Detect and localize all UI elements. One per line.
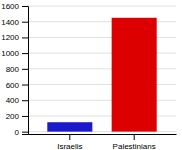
y-tick-mark xyxy=(22,69,28,70)
grid-line xyxy=(28,6,176,7)
bars xyxy=(47,18,156,132)
y-tick: 400 xyxy=(6,96,28,105)
y-tick-mark xyxy=(22,85,28,86)
x-tick-label: Palestinians xyxy=(113,142,156,150)
y-tick: 0 xyxy=(15,128,28,137)
bar xyxy=(47,122,92,131)
y-tick: 800 xyxy=(6,65,28,74)
y-tick: 600 xyxy=(6,81,28,90)
x-axis: Israelis Palestinians xyxy=(29,134,177,150)
y-tick-mark xyxy=(22,116,28,117)
y-tick-mark xyxy=(22,37,28,38)
y-tick-label: 1400 xyxy=(1,18,19,27)
x-axis-line xyxy=(29,134,177,135)
y-tick: 1600 xyxy=(1,2,28,11)
x-tick: Palestinians xyxy=(113,134,156,150)
x-tick: Israelis xyxy=(57,134,82,150)
y-tick-label: 800 xyxy=(6,65,20,74)
y-tick-label: 400 xyxy=(6,96,20,105)
x-tick-label: Israelis xyxy=(57,142,82,150)
y-tick: 1200 xyxy=(1,33,28,42)
y-tick-label: 600 xyxy=(6,81,20,90)
plot: 0 200 400 600 800 1000 1200 1400 1600 Israelis Pal… xyxy=(1,2,176,150)
bar xyxy=(112,18,157,132)
y-tick: 200 xyxy=(6,112,28,121)
y-tick: 1400 xyxy=(1,18,28,27)
x-tick-mark xyxy=(134,134,135,140)
y-tick: 1000 xyxy=(1,49,28,58)
y-tick-mark xyxy=(22,6,28,7)
chart: 0 200 400 600 800 1000 1200 1400 1600 Israelis Pal… xyxy=(0,0,182,150)
y-tick-label: 200 xyxy=(6,112,20,121)
x-tick-mark xyxy=(69,134,70,140)
grid xyxy=(28,6,176,132)
y-axis-line xyxy=(22,7,29,135)
y-tick-mark xyxy=(22,100,28,101)
y-tick-label: 1000 xyxy=(1,49,19,58)
y-tick-label: 1600 xyxy=(1,2,19,11)
y-tick-label: 0 xyxy=(15,128,20,137)
y-tick-mark xyxy=(22,53,28,54)
y-tick-mark xyxy=(22,132,28,133)
y-tick-mark xyxy=(22,22,28,23)
y-tick-label: 1200 xyxy=(1,33,19,42)
y-axis: 0 200 400 600 800 1000 1200 1400 1600 xyxy=(1,2,28,137)
